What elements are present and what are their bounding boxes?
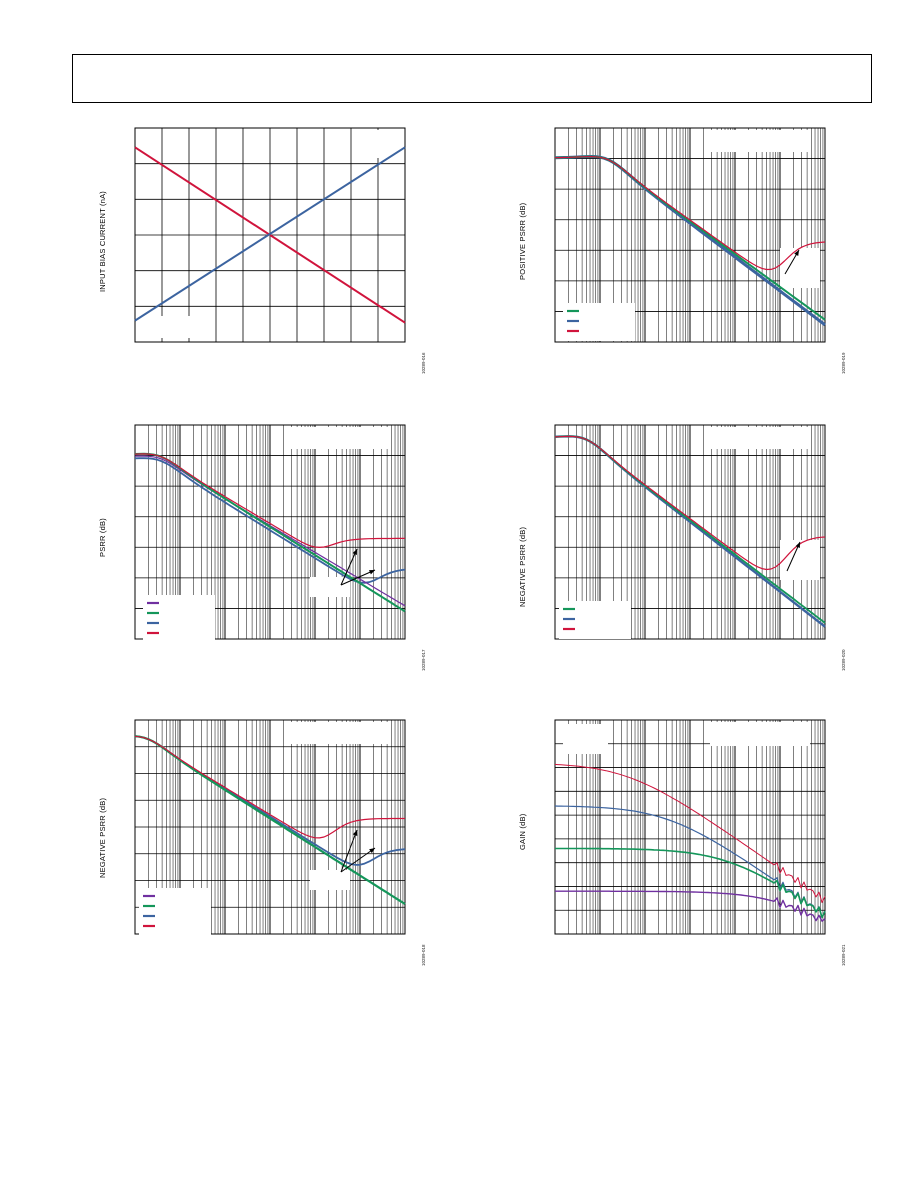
annotation-box	[780, 540, 820, 580]
series-line-3	[555, 890, 826, 922]
annotation-box	[290, 722, 390, 744]
series-line-2	[554, 435, 826, 571]
series-line-2	[555, 847, 826, 919]
figure-input-bias-current: INPUT BIAS CURRENT (nA) 10289-016	[90, 120, 430, 380]
chart-plot	[554, 127, 826, 343]
series-line-1	[134, 735, 406, 905]
figure-psrr: PSRR (dB) 10289-017	[90, 417, 430, 677]
annotation-box	[290, 427, 390, 449]
annotation-arrowhead	[352, 549, 357, 555]
figure-id: 10289-021	[841, 944, 846, 966]
chart-plot	[134, 719, 406, 936]
figure-gain: GAIN (dB) 10289-021	[510, 712, 850, 972]
chart-plot	[554, 719, 826, 935]
figure-id: 10289-017	[421, 649, 426, 671]
annotation-arrowhead	[795, 542, 800, 548]
annotation-box	[710, 427, 810, 449]
series-line-3	[134, 735, 405, 839]
annotation-arrowhead	[794, 250, 799, 256]
figure-id: 10289-020	[841, 649, 846, 671]
annotation-arrow-line	[340, 847, 376, 873]
chart-plot	[134, 127, 406, 343]
figure-positive-psrr: POSITIVE PSRR (dB) 10289-019	[510, 120, 850, 380]
chart-plot	[134, 424, 406, 643]
chart-plot	[554, 424, 826, 640]
series-line-3	[134, 453, 405, 548]
series-line-0	[134, 455, 406, 607]
series-line-1	[134, 146, 406, 322]
figure-negative-psrr-left: NEGATIVE PSRR (dB) 10289-018	[90, 712, 430, 972]
figure-id: 10289-019	[841, 352, 846, 374]
series-line-2	[554, 156, 826, 271]
page-header-box	[72, 54, 872, 103]
annotation-box	[710, 130, 810, 152]
annotation-box	[310, 870, 350, 890]
annotation-arrow-line	[340, 548, 358, 586]
figure-id: 10289-018	[421, 944, 426, 966]
annotation-box	[710, 722, 810, 746]
annotation-box	[563, 724, 608, 754]
annotation-box	[145, 316, 215, 338]
series-line-0	[554, 763, 826, 903]
annotation-arrowhead	[369, 570, 375, 575]
annotation-arrowhead	[352, 830, 358, 836]
figure-id: 10289-016	[421, 352, 426, 374]
annotation-arrow-line	[340, 569, 376, 586]
annotation-box	[310, 577, 350, 597]
annotation-arrowhead	[369, 848, 375, 854]
figure-negative-psrr-right: NEGATIVE PSRR (dB) 10289-020	[510, 417, 850, 677]
annotation-box	[353, 130, 393, 158]
annotation-arrow-line	[340, 829, 358, 873]
annotation-box	[780, 248, 820, 288]
